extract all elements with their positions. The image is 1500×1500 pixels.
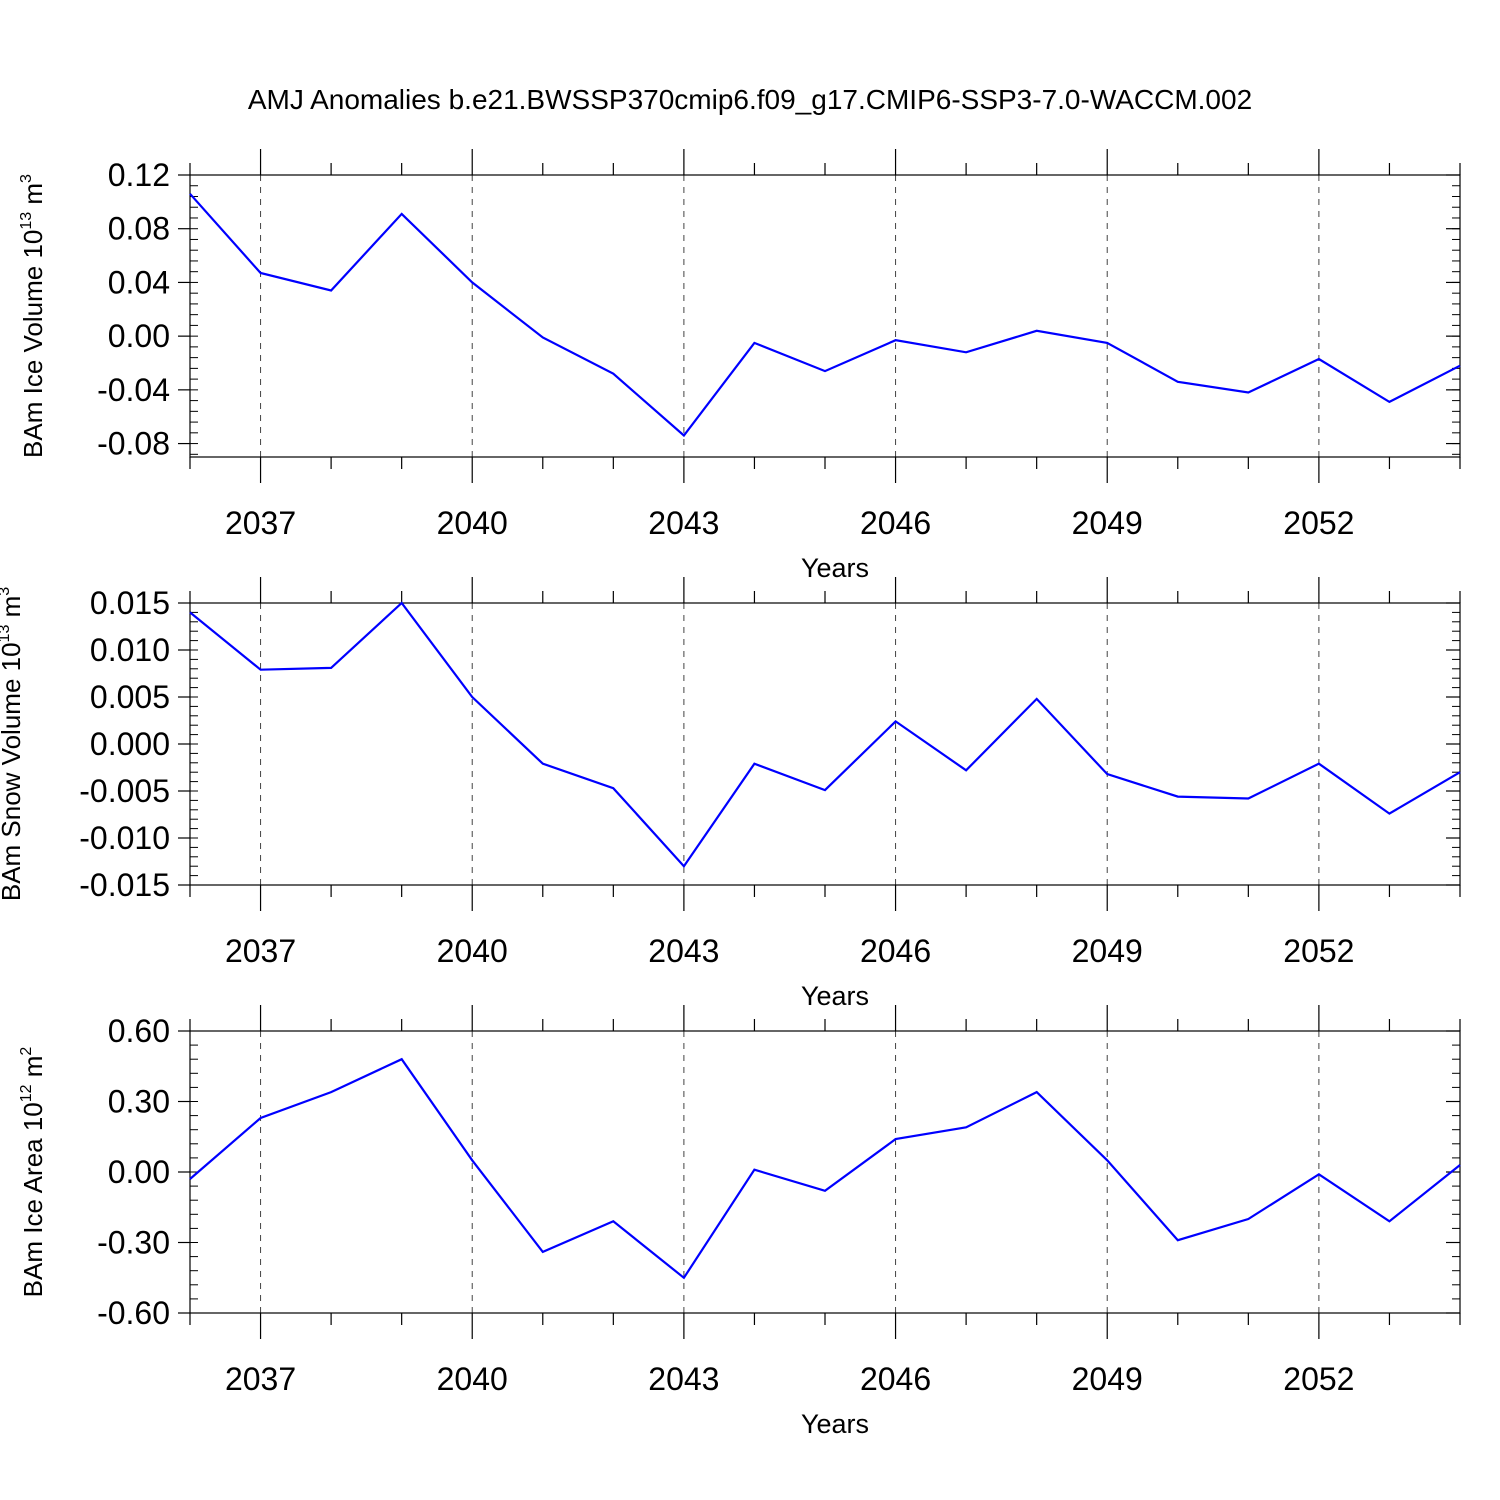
y-tick-label: 0.00 <box>108 1154 170 1190</box>
x-tick-label: 2040 <box>437 505 508 541</box>
plot-frame <box>189 602 1461 886</box>
series-line <box>189 193 1461 438</box>
panel-2: -0.015 -0.010 -0.005 0.000 0.005 0.010 0.015 20… <box>0 577 1461 1011</box>
x-tick-label: 2037 <box>225 1361 296 1397</box>
x-tick-label: 2043 <box>648 505 719 541</box>
x-axis-label: Years <box>801 553 869 583</box>
y-tick-label: -0.60 <box>97 1295 170 1331</box>
plot-frame <box>189 174 1461 458</box>
x-tick-label: 2052 <box>1283 505 1354 541</box>
y-tick-label: 0.60 <box>108 1013 170 1049</box>
x-tick-label: 2052 <box>1283 1361 1354 1397</box>
y-tick-label: -0.005 <box>79 773 170 809</box>
y-tick-label: 0.015 <box>90 585 170 621</box>
x-tick-label: 2049 <box>1072 1361 1143 1397</box>
y-tick-label: 0.000 <box>90 726 170 762</box>
y-tick-label: -0.010 <box>79 820 170 856</box>
x-tick-label: 2046 <box>860 1361 931 1397</box>
y-tick-label: -0.30 <box>97 1225 170 1261</box>
series-line <box>189 1057 1461 1280</box>
x-tick-label: 2049 <box>1072 505 1143 541</box>
x-axis-label: Years <box>801 1409 869 1439</box>
y-tick-label: 0.08 <box>108 211 170 247</box>
y-axis-label: BAm Snow Volume 1013 m3 <box>0 587 26 901</box>
y-axis-label: BAm Ice Volume 1013 m3 <box>18 174 48 458</box>
y-tick-label: 0.04 <box>108 264 170 300</box>
x-tick-label: 2037 <box>225 933 296 969</box>
y-tick-label: -0.08 <box>97 426 170 462</box>
x-axis-label: Years <box>801 981 869 1011</box>
panel-3: -0.60 -0.30 0.00 0.30 0.60 2037 2040 2043 2046 20… <box>18 1005 1461 1439</box>
x-tick-label: 2049 <box>1072 933 1143 969</box>
y-axis-label: BAm Ice Area 1012 m2 <box>18 1047 48 1298</box>
series-line <box>189 601 1461 868</box>
y-tick-label: -0.015 <box>79 867 170 903</box>
x-tick-label: 2040 <box>437 933 508 969</box>
x-tick-label: 2043 <box>648 933 719 969</box>
panel-1: -0.08 -0.04 0.00 0.04 0.08 0.12 2037 2040 2043 20… <box>18 149 1461 583</box>
x-tick-label: 2052 <box>1283 933 1354 969</box>
y-tick-label: -0.04 <box>97 372 170 408</box>
y-tick-label: 0.005 <box>90 679 170 715</box>
x-tick-label: 2046 <box>860 933 931 969</box>
plot-frame <box>189 1030 1461 1314</box>
x-tick-label: 2043 <box>648 1361 719 1397</box>
figure-title: AMJ Anomalies b.e21.BWSSP370cmip6.f09_g1… <box>247 84 1253 115</box>
y-tick-label: 0.30 <box>108 1084 170 1120</box>
y-tick-label: 0.00 <box>108 318 170 354</box>
x-tick-label: 2046 <box>860 505 931 541</box>
x-tick-label: 2040 <box>437 1361 508 1397</box>
y-tick-label: 0.010 <box>90 632 170 668</box>
y-tick-label: 0.12 <box>108 157 170 193</box>
x-tick-label: 2037 <box>225 505 296 541</box>
